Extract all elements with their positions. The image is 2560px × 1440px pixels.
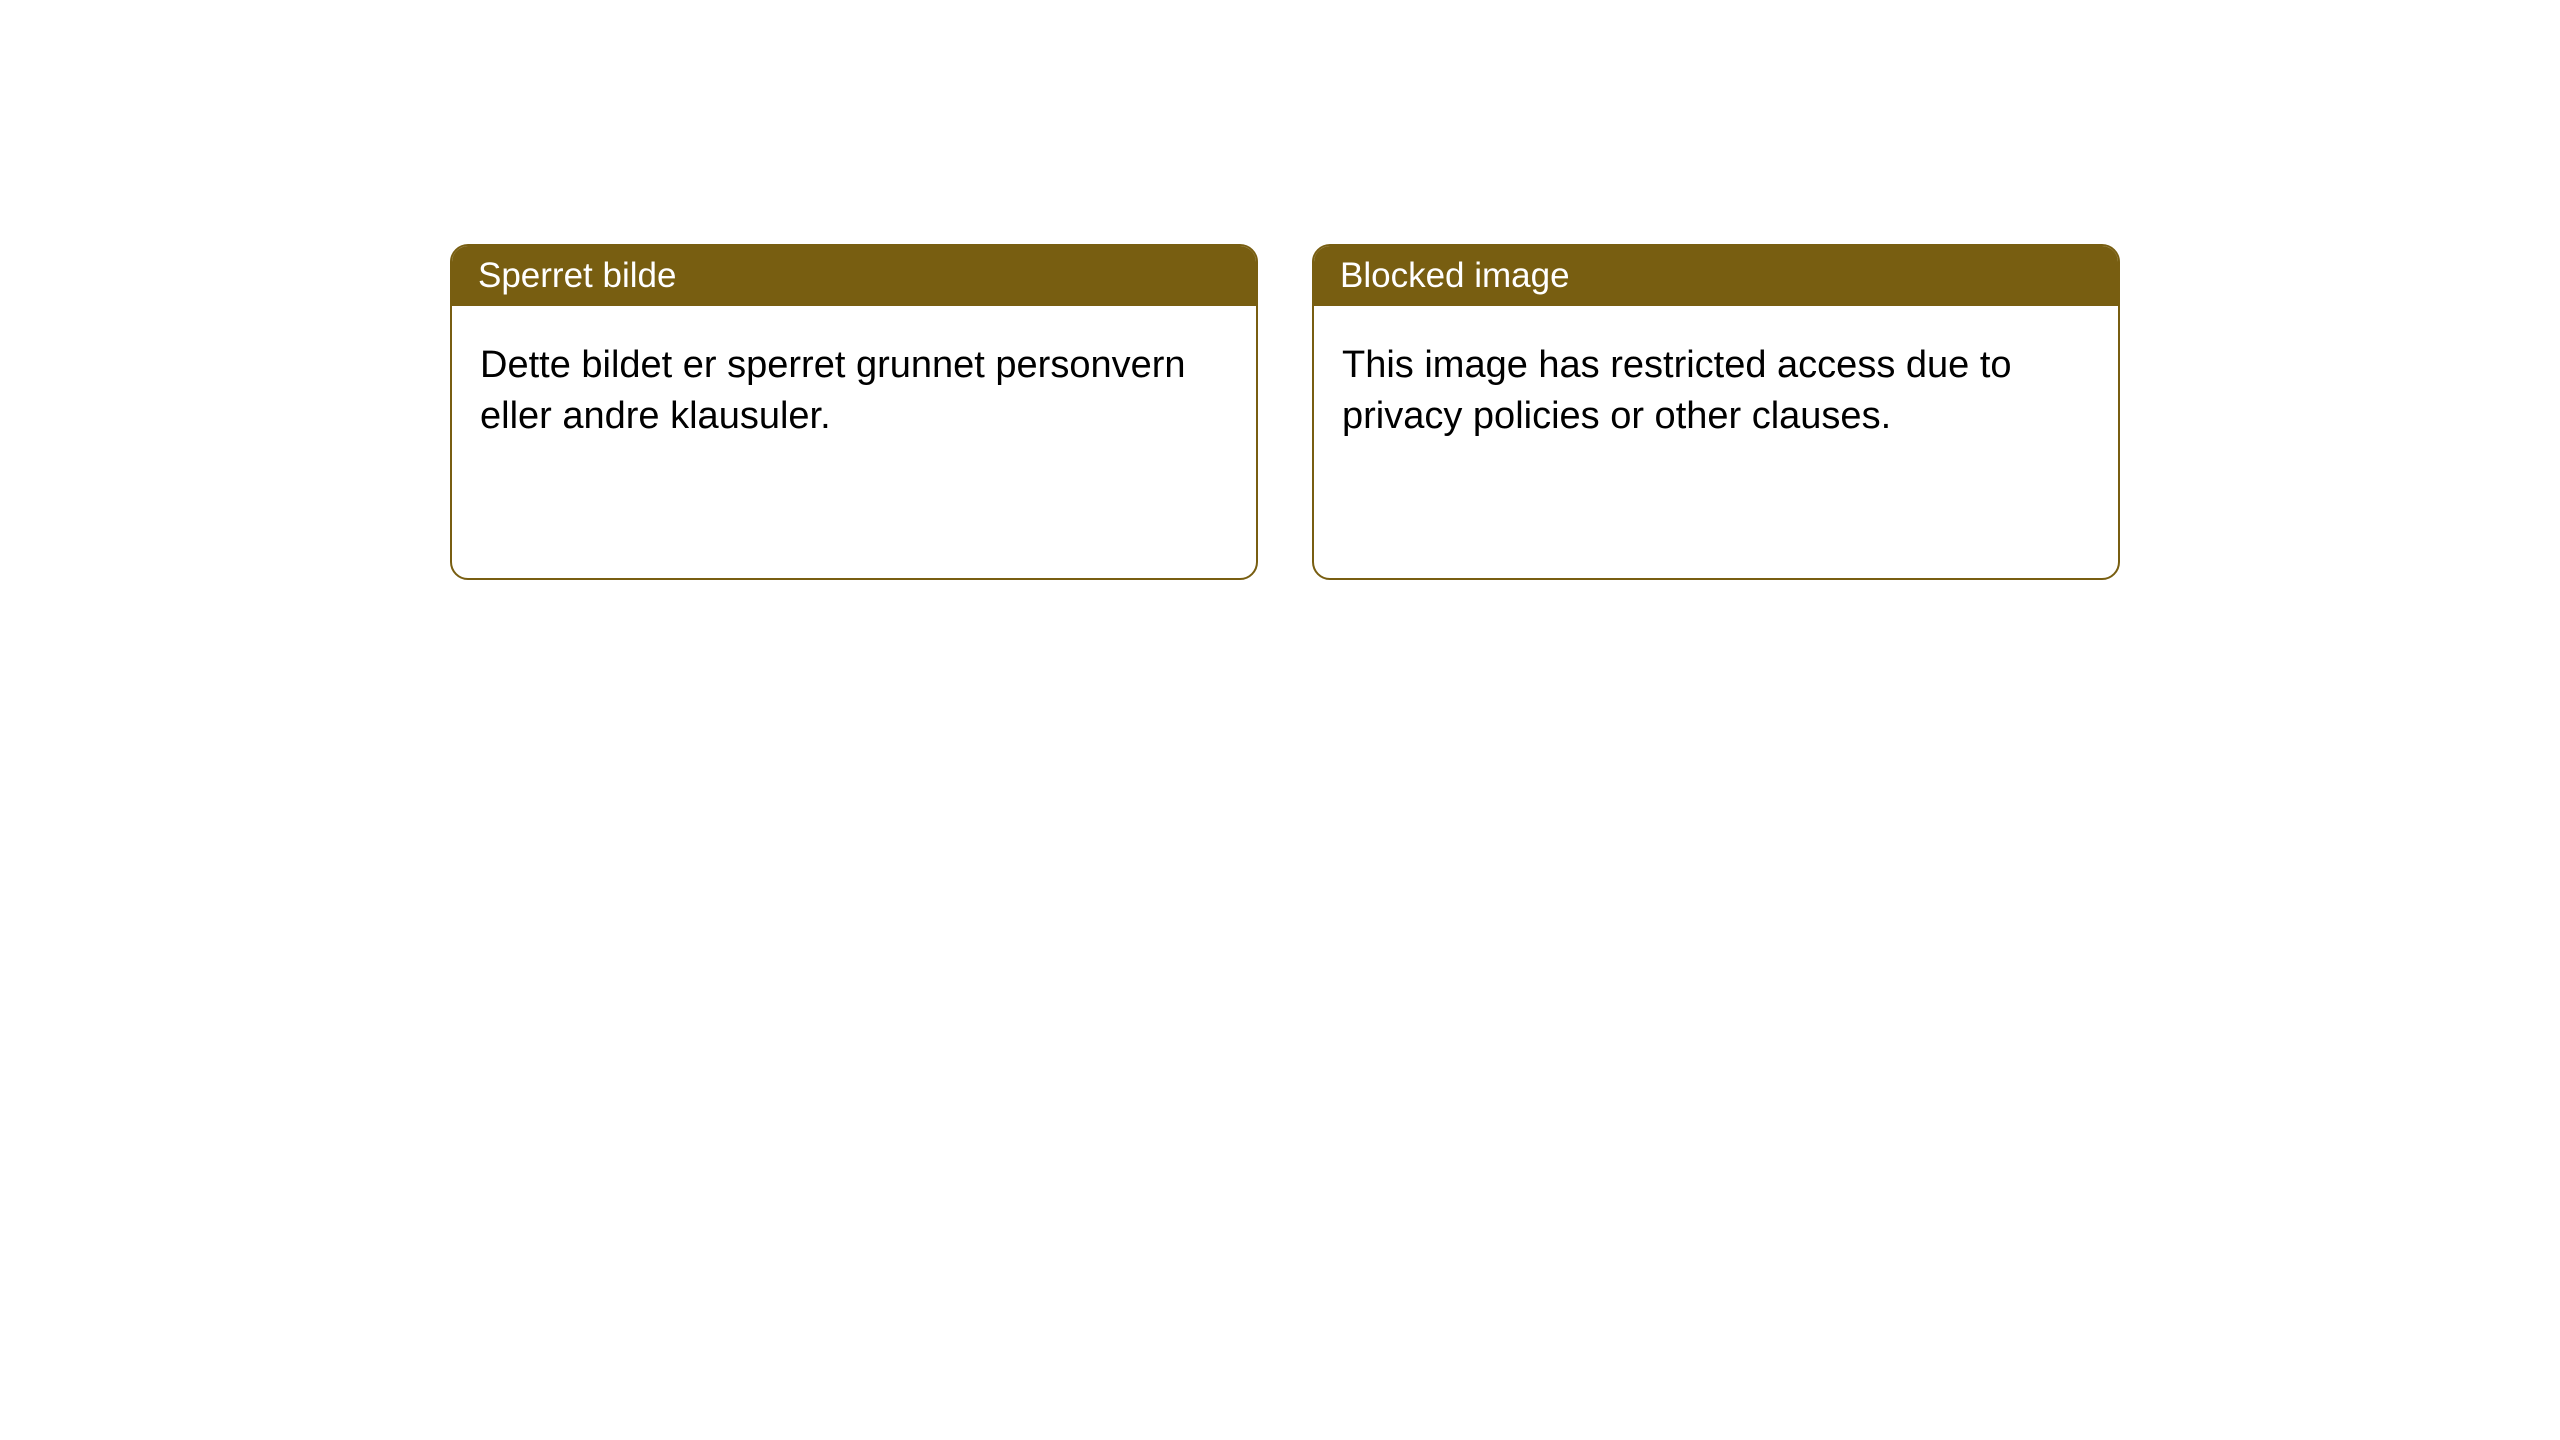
notice-title-english: Blocked image	[1314, 246, 2118, 306]
notice-body-english: This image has restricted access due to …	[1314, 306, 2118, 477]
notice-title-norwegian: Sperret bilde	[452, 246, 1256, 306]
notice-card-english: Blocked image This image has restricted …	[1312, 244, 2120, 580]
notice-body-norwegian: Dette bildet er sperret grunnet personve…	[452, 306, 1256, 477]
notice-container: Sperret bilde Dette bildet er sperret gr…	[450, 244, 2120, 580]
notice-card-norwegian: Sperret bilde Dette bildet er sperret gr…	[450, 244, 1258, 580]
